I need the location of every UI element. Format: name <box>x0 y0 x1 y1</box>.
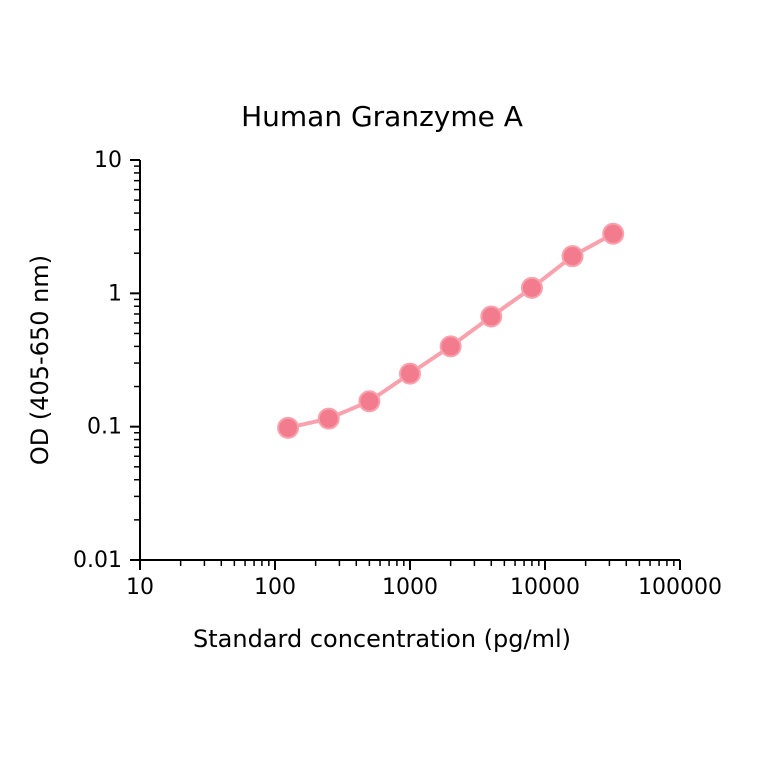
svg-text:0.01: 0.01 <box>73 548 122 573</box>
svg-text:1: 1 <box>108 281 122 306</box>
svg-text:1000: 1000 <box>382 575 438 600</box>
svg-text:100000: 100000 <box>638 575 722 600</box>
svg-text:10: 10 <box>94 148 122 173</box>
svg-text:100: 100 <box>254 575 296 600</box>
svg-text:10: 10 <box>126 575 154 600</box>
svg-text:10000: 10000 <box>510 575 580 600</box>
chart-plot: 10 100 1000 10000 100000 0.01 0.1 1 10 <box>0 0 764 764</box>
svg-text:0.1: 0.1 <box>87 415 122 440</box>
